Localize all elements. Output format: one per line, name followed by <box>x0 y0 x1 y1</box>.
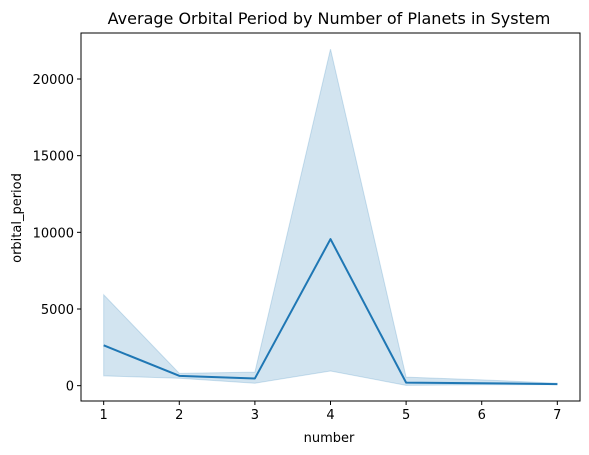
x-axis-label: number <box>304 431 355 446</box>
x-tick-label: 6 <box>478 408 486 423</box>
x-tick-label: 5 <box>402 408 410 423</box>
y-tick-label: 15000 <box>33 150 74 165</box>
data-point <box>103 344 105 346</box>
x-tick-label: 7 <box>553 408 561 423</box>
x-tick-label: 1 <box>100 408 108 423</box>
y-tick-label: 20000 <box>33 73 74 88</box>
data-point <box>556 383 558 385</box>
x-tick-label: 2 <box>175 408 183 423</box>
data-point <box>481 382 483 384</box>
confidence-band <box>103 48 558 386</box>
x-tick-label: 4 <box>326 408 334 423</box>
plot-area: 1 2 3 4 5 6 7 0 5000 10000 15000 20000 <box>33 32 581 423</box>
chart-title: Average Orbital Period by Number of Plan… <box>108 9 551 28</box>
data-point <box>405 382 407 384</box>
y-axis-label: orbital_period <box>10 173 25 263</box>
data-point <box>330 238 332 240</box>
y-tick-label: 10000 <box>33 226 74 241</box>
y-tick-label: 0 <box>66 380 74 395</box>
y-tick-label: 5000 <box>41 303 74 318</box>
x-tick-label: 3 <box>251 408 259 423</box>
series-line <box>103 238 558 386</box>
data-point <box>254 377 256 379</box>
data-point <box>178 375 180 377</box>
